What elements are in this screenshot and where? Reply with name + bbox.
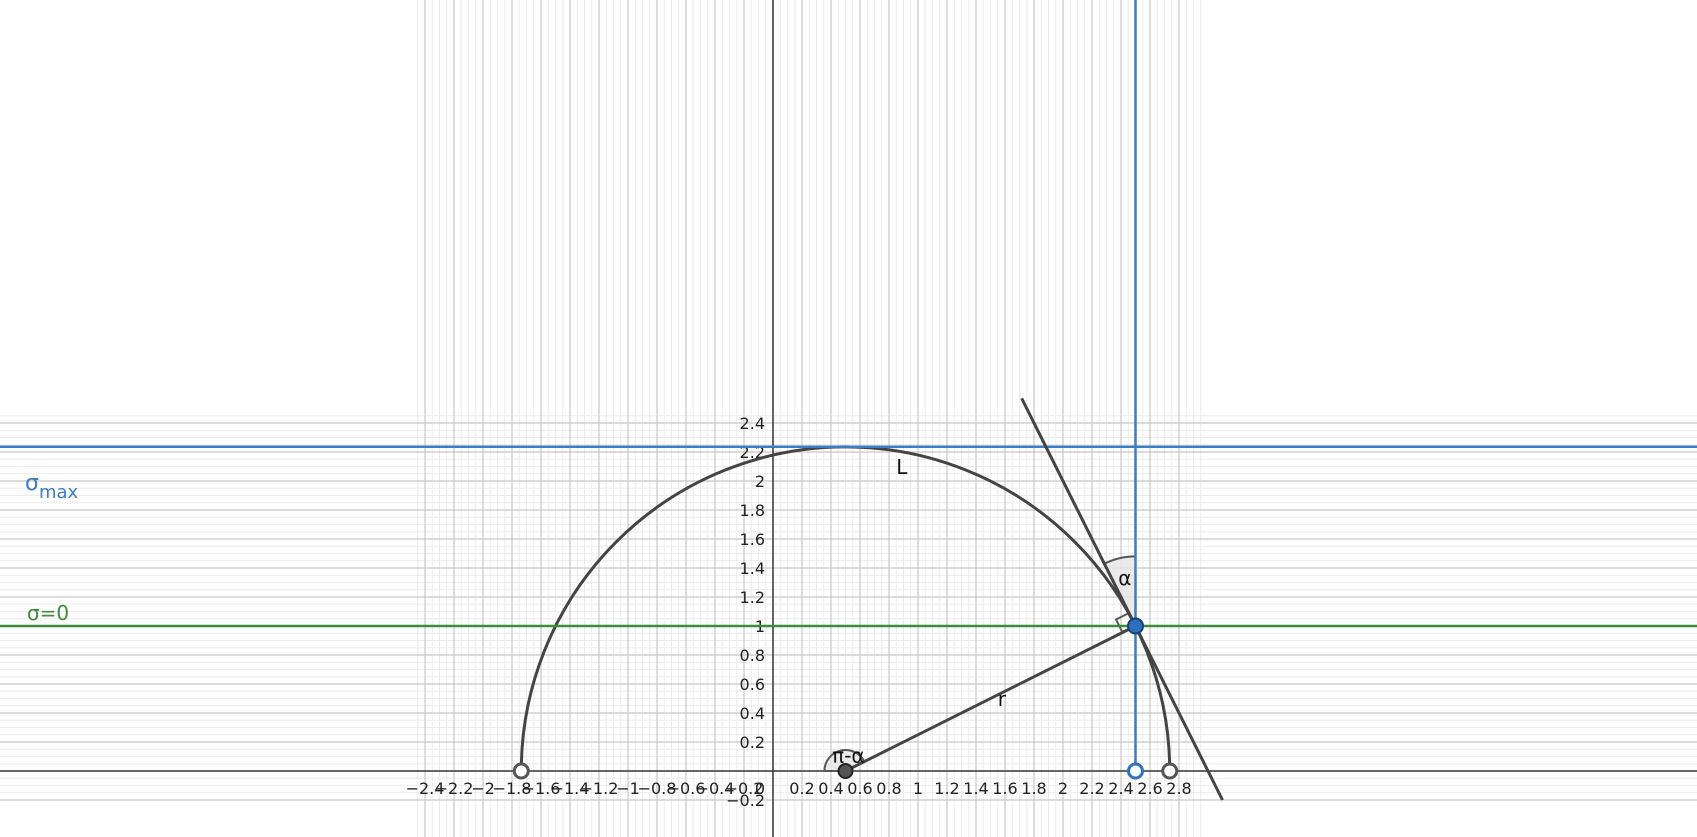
x-tick-label: −1.6 bbox=[522, 779, 561, 798]
y-tick-label: 1.2 bbox=[740, 588, 765, 607]
pi-minus-alpha-label: π-α bbox=[832, 743, 864, 767]
x-tick-label: 1.6 bbox=[992, 779, 1017, 798]
y-tick-label: 0.4 bbox=[740, 704, 765, 723]
x-tick-label: −0.2 bbox=[725, 779, 764, 798]
sigma-zero-label: σ=0 bbox=[27, 601, 69, 625]
radius-segment-r bbox=[844, 624, 1137, 773]
alpha-label: α bbox=[1118, 566, 1131, 590]
y-tick-label: 0.2 bbox=[740, 733, 765, 752]
x-tick-label: 2 bbox=[1058, 779, 1068, 798]
x-tick-label: 0.2 bbox=[789, 779, 814, 798]
x-tick-label: 1 bbox=[913, 779, 923, 798]
sigma-max-label: σmax bbox=[25, 471, 79, 503]
left-endpoint bbox=[512, 762, 530, 780]
x-tick-label: −1.8 bbox=[493, 779, 532, 798]
origin-label: 0 bbox=[755, 779, 765, 798]
x-tick-label: −0.8 bbox=[638, 779, 677, 798]
construction-points bbox=[512, 617, 1179, 780]
center-point bbox=[837, 763, 854, 779]
x-tick-label: −2.2 bbox=[435, 779, 474, 798]
x-tick-label: −0.6 bbox=[667, 779, 706, 798]
y-tick-label: 2.4 bbox=[740, 414, 765, 433]
x-tick-label: 2.4 bbox=[1108, 779, 1133, 798]
semicircle-label: L bbox=[896, 455, 908, 479]
axis-marker bbox=[1127, 762, 1144, 780]
x-tick-label: 2.2 bbox=[1079, 779, 1104, 798]
y-tick-label: 1.6 bbox=[740, 530, 765, 549]
construction-shapes bbox=[0, 0, 1697, 801]
x-tick-label: 0.8 bbox=[876, 779, 901, 798]
x-tick-label: −1.4 bbox=[551, 779, 590, 798]
x-tick-label: 1.8 bbox=[1021, 779, 1046, 798]
y-tick-label: 1.8 bbox=[740, 501, 765, 520]
x-tick-label: 2.6 bbox=[1137, 779, 1162, 798]
tangent-point bbox=[1127, 617, 1144, 635]
y-tick-label: 1.4 bbox=[740, 559, 765, 578]
tick-labels: −2.4−2.2−2−1.8−1.6−1.4−1.2−1−0.8−0.6−0.4… bbox=[406, 414, 1192, 810]
x-tick-label: −1.2 bbox=[580, 779, 619, 798]
x-tick-label: −2 bbox=[471, 779, 495, 798]
x-tick-label: 0.4 bbox=[818, 779, 843, 798]
right-endpoint bbox=[1161, 762, 1179, 780]
x-tick-label: 0.6 bbox=[847, 779, 872, 798]
x-tick-label: 1.4 bbox=[963, 779, 988, 798]
x-tick-label: −2.4 bbox=[406, 779, 445, 798]
right-angle-marker bbox=[1114, 612, 1130, 633]
x-tick-label: 1.2 bbox=[934, 779, 959, 798]
x-tick-label: −0.4 bbox=[696, 779, 735, 798]
y-tick-label: 0.8 bbox=[740, 646, 765, 665]
y-tick-label: −0.2 bbox=[726, 791, 765, 810]
construction-labels: Lr α π-α σmax σ=0 bbox=[25, 455, 1131, 768]
radius-label: r bbox=[998, 687, 1007, 711]
tangent-line bbox=[1020, 397, 1224, 801]
y-tick-label: 0.6 bbox=[740, 675, 765, 694]
x-tick-label: 2.8 bbox=[1166, 779, 1191, 798]
x-tick-label: −1 bbox=[616, 779, 640, 798]
y-tick-label: 2 bbox=[755, 472, 765, 491]
